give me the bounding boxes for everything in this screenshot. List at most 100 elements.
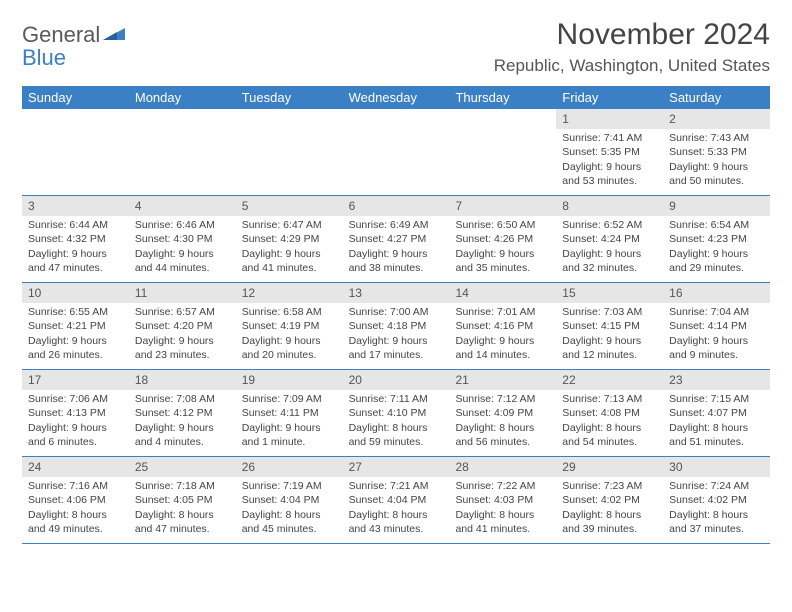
- day-cell: 3Sunrise: 6:44 AMSunset: 4:32 PMDaylight…: [22, 196, 129, 282]
- sunrise: Sunrise: 6:57 AM: [135, 305, 230, 319]
- day-body: Sunrise: 7:43 AMSunset: 5:33 PMDaylight:…: [663, 129, 770, 192]
- day-number: 13: [343, 283, 450, 303]
- sunrise: Sunrise: 7:22 AM: [455, 479, 550, 493]
- sunset: Sunset: 4:26 PM: [455, 232, 550, 246]
- day-cell: 1 Sunrise: 7:41 AMSunset: 5:35 PMDaylight…: [556, 109, 663, 195]
- sunset: Sunset: 4:05 PM: [135, 493, 230, 507]
- day-cell: [22, 109, 129, 195]
- sunrise: Sunrise: 6:46 AM: [135, 218, 230, 232]
- day-body: Sunrise: 7:18 AMSunset: 4:05 PMDaylight:…: [129, 477, 236, 540]
- day-body: Sunrise: 7:15 AMSunset: 4:07 PMDaylight:…: [663, 390, 770, 453]
- sunrise: Sunrise: 6:50 AM: [455, 218, 550, 232]
- sunrise: Sunrise: 7:24 AM: [669, 479, 764, 493]
- day-number: 19: [236, 370, 343, 390]
- daylight: Daylight: 8 hours and 54 minutes.: [562, 421, 657, 449]
- sunrise: Sunrise: 7:09 AM: [242, 392, 337, 406]
- day-cell: 2Sunrise: 7:43 AMSunset: 5:33 PMDaylight…: [663, 109, 770, 195]
- daylight: Daylight: 9 hours and 53 minutes.: [562, 160, 657, 188]
- daylight: Daylight: 9 hours and 32 minutes.: [562, 247, 657, 275]
- daylight: Daylight: 9 hours and 35 minutes.: [455, 247, 550, 275]
- day-header-cell: Saturday: [663, 86, 770, 109]
- day-body: Sunrise: 6:46 AMSunset: 4:30 PMDaylight:…: [129, 216, 236, 279]
- day-header-cell: Sunday: [22, 86, 129, 109]
- sunset: Sunset: 5:33 PM: [669, 145, 764, 159]
- sunset: Sunset: 4:09 PM: [455, 406, 550, 420]
- sunrise: Sunrise: 7:04 AM: [669, 305, 764, 319]
- day-number: 16: [663, 283, 770, 303]
- sunrise: Sunrise: 7:06 AM: [28, 392, 123, 406]
- daylight: Daylight: 8 hours and 51 minutes.: [669, 421, 764, 449]
- day-cell: 13Sunrise: 7:00 AMSunset: 4:18 PMDayligh…: [343, 283, 450, 369]
- day-number: 18: [129, 370, 236, 390]
- sunset: Sunset: 4:32 PM: [28, 232, 123, 246]
- sunset: Sunset: 4:23 PM: [669, 232, 764, 246]
- logo-word1: General: [22, 22, 100, 47]
- day-body: Sunrise: 7:19 AMSunset: 4:04 PMDaylight:…: [236, 477, 343, 540]
- daylight: Daylight: 9 hours and 50 minutes.: [669, 160, 764, 188]
- day-number: 22: [556, 370, 663, 390]
- sunset: Sunset: 4:30 PM: [135, 232, 230, 246]
- sunset: Sunset: 4:03 PM: [455, 493, 550, 507]
- sunrise: Sunrise: 7:41 AM: [562, 131, 657, 145]
- day-number: 8: [556, 196, 663, 216]
- sunrise: Sunrise: 7:12 AM: [455, 392, 550, 406]
- sunrise: Sunrise: 7:13 AM: [562, 392, 657, 406]
- day-number: 24: [22, 457, 129, 477]
- sunset: Sunset: 4:18 PM: [349, 319, 444, 333]
- day-number: 3: [22, 196, 129, 216]
- sunrise: Sunrise: 6:58 AM: [242, 305, 337, 319]
- day-cell: 24Sunrise: 7:16 AMSunset: 4:06 PMDayligh…: [22, 457, 129, 543]
- day-cell: 16Sunrise: 7:04 AMSunset: 4:14 PMDayligh…: [663, 283, 770, 369]
- daylight: Daylight: 8 hours and 41 minutes.: [455, 508, 550, 536]
- day-body: Sunrise: 7:08 AMSunset: 4:12 PMDaylight:…: [129, 390, 236, 453]
- day-body: Sunrise: 6:47 AMSunset: 4:29 PMDaylight:…: [236, 216, 343, 279]
- day-cell: 4Sunrise: 6:46 AMSunset: 4:30 PMDaylight…: [129, 196, 236, 282]
- day-number: 6: [343, 196, 450, 216]
- sunset: Sunset: 4:20 PM: [135, 319, 230, 333]
- day-number: 30: [663, 457, 770, 477]
- day-cell: [449, 109, 556, 195]
- daylight: Daylight: 9 hours and 26 minutes.: [28, 334, 123, 362]
- day-body: Sunrise: 6:58 AMSunset: 4:19 PMDaylight:…: [236, 303, 343, 366]
- sunset: Sunset: 4:19 PM: [242, 319, 337, 333]
- daylight: Daylight: 9 hours and 44 minutes.: [135, 247, 230, 275]
- logo-word2: Blue: [22, 45, 66, 70]
- daylight: Daylight: 9 hours and 9 minutes.: [669, 334, 764, 362]
- sunset: Sunset: 4:29 PM: [242, 232, 337, 246]
- sunset: Sunset: 5:35 PM: [562, 145, 657, 159]
- day-header-cell: Friday: [556, 86, 663, 109]
- sunrise: Sunrise: 6:52 AM: [562, 218, 657, 232]
- day-header-cell: Monday: [129, 86, 236, 109]
- day-cell: 20Sunrise: 7:11 AMSunset: 4:10 PMDayligh…: [343, 370, 450, 456]
- week-row: 10Sunrise: 6:55 AMSunset: 4:21 PMDayligh…: [22, 283, 770, 370]
- day-cell: 12Sunrise: 6:58 AMSunset: 4:19 PMDayligh…: [236, 283, 343, 369]
- day-header-cell: Tuesday: [236, 86, 343, 109]
- logo-triangle-icon: [103, 26, 125, 42]
- daylight: Daylight: 9 hours and 29 minutes.: [669, 247, 764, 275]
- header: General Blue November 2024 Republic, Was…: [22, 18, 770, 76]
- day-body: Sunrise: 7:24 AMSunset: 4:02 PMDaylight:…: [663, 477, 770, 540]
- day-number: 12: [236, 283, 343, 303]
- day-body: Sunrise: 7:03 AMSunset: 4:15 PMDaylight:…: [556, 303, 663, 366]
- sunset: Sunset: 4:27 PM: [349, 232, 444, 246]
- day-body: Sunrise: 7:23 AMSunset: 4:02 PMDaylight:…: [556, 477, 663, 540]
- day-cell: [343, 109, 450, 195]
- day-number: 10: [22, 283, 129, 303]
- daylight: Daylight: 8 hours and 49 minutes.: [28, 508, 123, 536]
- sunset: Sunset: 4:24 PM: [562, 232, 657, 246]
- sunrise: Sunrise: 6:47 AM: [242, 218, 337, 232]
- day-cell: 21Sunrise: 7:12 AMSunset: 4:09 PMDayligh…: [449, 370, 556, 456]
- daylight: Daylight: 9 hours and 14 minutes.: [455, 334, 550, 362]
- month-title: November 2024: [494, 18, 770, 52]
- day-body: Sunrise: 6:54 AMSunset: 4:23 PMDaylight:…: [663, 216, 770, 279]
- day-cell: 19Sunrise: 7:09 AMSunset: 4:11 PMDayligh…: [236, 370, 343, 456]
- sunset: Sunset: 4:13 PM: [28, 406, 123, 420]
- sunset: Sunset: 4:02 PM: [562, 493, 657, 507]
- week-row: 1Sunrise: 7:41 AMSunset: 5:35 PMDaylight…: [22, 109, 770, 196]
- day-body: Sunrise: 7:11 AMSunset: 4:10 PMDaylight:…: [343, 390, 450, 453]
- sunrise: Sunrise: 7:19 AM: [242, 479, 337, 493]
- day-number: 20: [343, 370, 450, 390]
- day-cell: 11Sunrise: 6:57 AMSunset: 4:20 PMDayligh…: [129, 283, 236, 369]
- day-number: 21: [449, 370, 556, 390]
- day-number: 1: [556, 109, 663, 129]
